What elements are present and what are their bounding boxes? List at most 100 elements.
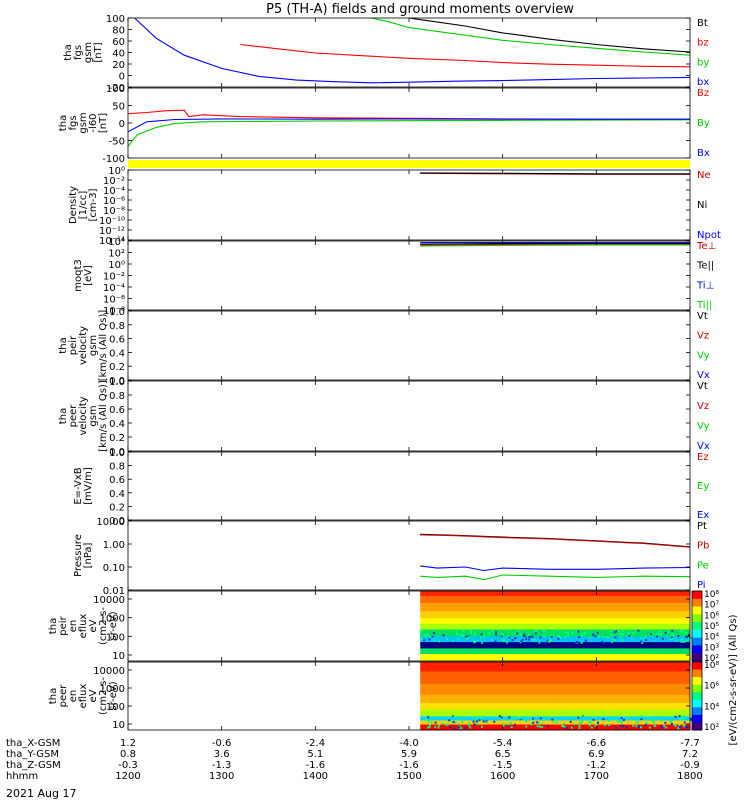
colorbar-segment [692,638,702,646]
panels: tha fgs gsm [nT]Btbzbybx100806040200-20tha f… [48,14,721,733]
y-tick-label: 0.10 [103,563,125,574]
spectrogram-pixel [614,639,616,641]
spectrogram-pixel [614,631,616,633]
spectrogram-pixel [597,722,599,724]
spectrogram-pixel [429,636,431,638]
legend-Bz: Bz [697,88,709,99]
spectrogram-pixel [644,636,646,638]
spectrogram-pixel [544,642,546,644]
spectrogram-pixel [528,639,530,641]
spectrogram-pixel [455,722,457,724]
spectrogram-pixel [464,727,466,729]
panel-peer_spectrogram: tha peer en eflux eV (cm2-s-sr-eV)10⁸10⁶10⁴10… [48,661,719,733]
spectrogram-pixel [534,639,536,641]
spectrogram-pixel [620,636,622,638]
spectrogram-pixel [501,717,503,719]
legend-Ey: Ey [697,481,709,492]
colorbar-tick-label: 10⁸ [704,590,719,600]
series-line-Pe [420,575,690,580]
spectrogram-pixel [571,727,573,729]
plot-title: P5 (TH-A) fields and ground moments over… [266,2,574,17]
legend-Ni: Ni [697,200,707,211]
spectrogram-pixel [532,722,534,724]
spectrogram-pixel [677,635,679,637]
y-tick-label: 50 [112,102,125,113]
spectrogram-pixel [564,726,566,728]
spectrogram-pixel [640,715,642,717]
panel-frame [128,170,690,240]
spectrogram-pixel [477,723,479,725]
spectrogram-pixel [628,635,630,637]
spectrogram-band [420,703,690,710]
series-line-Bt [409,18,690,52]
spectrogram-pixel [581,722,583,724]
legend-Npot: Npot [697,230,721,241]
spectrogram-pixel [654,725,656,727]
spectrogram-pixel [584,632,586,634]
spectrogram-pixel [511,717,513,719]
spectrogram-pixel [619,720,621,722]
spectrogram-pixel [611,641,613,643]
spectrogram-pixel [536,721,538,723]
y-tick-label: 1.0 [109,448,125,459]
legend-bz: bz [697,38,709,49]
spectrogram-pixel [541,630,543,632]
spectrogram-pixel [525,720,527,722]
spectrogram-pixel [640,641,642,643]
spectrogram-pixel [578,636,580,638]
spectrogram-pixel [565,727,567,729]
spectrogram-pixel [575,631,577,633]
spectrogram-pixel [602,718,604,720]
y-tick-label: 20 [112,60,125,71]
spectrogram-pixel [503,723,505,725]
spectrogram-pixel [448,719,450,721]
spectrogram-pixel [589,724,591,726]
legend-Te||: Te|| [696,261,714,272]
spectrogram-pixel [523,634,525,636]
colorbar-segment [692,677,702,685]
colorbar-tick-label: 10⁵ [704,622,719,632]
y-tick-label: 0.4 [109,489,125,500]
spectrogram-pixel [671,638,673,640]
spectrogram-pixel [675,639,677,641]
spectrogram-pixel [551,719,553,721]
spectrogram-pixel [567,634,569,636]
spectrogram-pixel [610,630,612,632]
spectrogram-pixel [608,724,610,726]
spectrogram-pixel [684,721,686,723]
spectrogram-pixel [548,641,550,643]
panel-frame [128,88,690,158]
spectrogram-pixel [514,637,516,639]
y-tick-label: 1.0 [109,307,125,318]
date-label: 2021 Aug 17 [6,787,76,800]
y-tick-label: 10 [112,651,125,662]
spectrogram-pixel [681,639,683,641]
y-tick-label: 0.6 [109,335,125,346]
spectrogram-band [420,618,690,624]
spectrogram-pixel [525,638,527,640]
spectrogram-pixel [564,636,566,638]
spectrogram-pixel [556,722,558,724]
spectrogram-pixel [453,716,455,718]
spectrogram-pixel [650,633,652,635]
spectrogram-pixel [671,723,673,725]
spectrogram-pixel [558,635,560,637]
ephemeris-label: tha_Z-GSM [6,760,61,771]
legend-Ti⊥: Ti⊥ [696,280,714,291]
spectrogram-pixel [660,631,662,633]
legend-Vy: Vy [697,421,710,432]
spectrogram-pixel [427,716,429,718]
spectrogram-pixel [442,723,444,725]
y-tick-label: 40 [112,49,125,60]
spectrogram-pixel [553,719,555,721]
panel-frame [128,381,690,451]
spectrogram-pixel [559,637,561,639]
colorbar-tick-label: 10⁴ [704,702,719,712]
ephemeris-value: -5.4 [493,738,513,749]
spectrogram-pixel [461,634,463,636]
colorbar-segment [692,645,702,653]
spectrogram-pixel [434,726,436,728]
ephemeris-value: 1.2 [120,738,136,749]
spectrogram-pixel [421,630,423,632]
spectrogram-pixel [520,640,522,642]
